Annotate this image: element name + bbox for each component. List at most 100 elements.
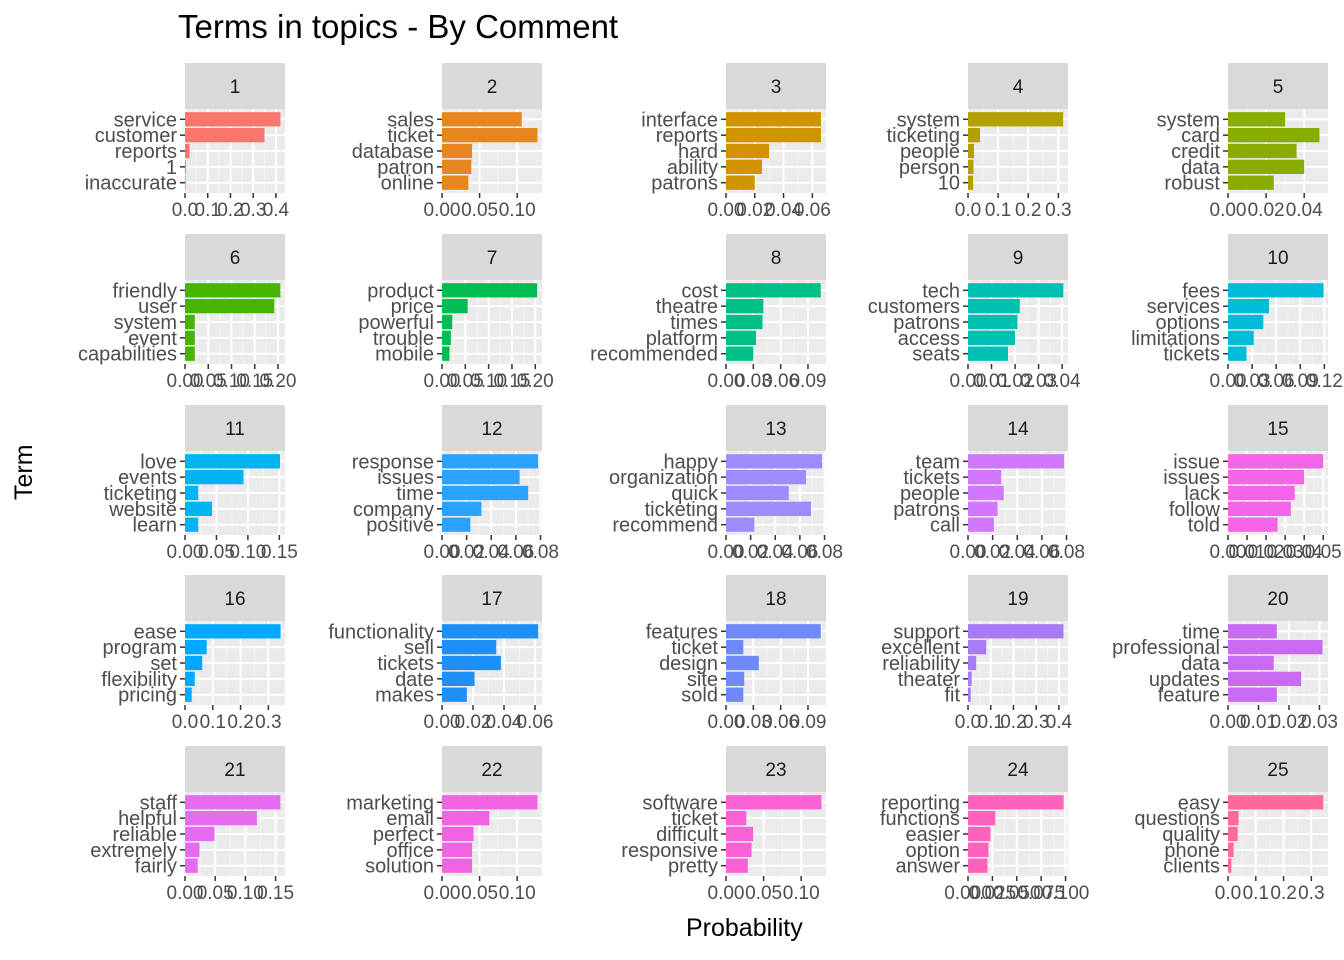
bar-organization xyxy=(726,470,807,485)
bar-issue xyxy=(1228,454,1324,469)
x-tick-label: 0.00 xyxy=(167,371,204,392)
bar-credit xyxy=(1228,143,1297,159)
y-tick-label: data xyxy=(1181,157,1221,179)
y-tick-label: professional xyxy=(1112,637,1220,659)
y-tick-label: option xyxy=(906,840,961,862)
x-tick-label: 0.00 xyxy=(424,542,461,563)
bar-response xyxy=(442,454,539,469)
y-tick-label: fees xyxy=(1182,280,1220,302)
bar-follow xyxy=(1228,501,1291,516)
facet-strip xyxy=(1228,405,1328,451)
bar-email xyxy=(442,811,490,826)
x-tick-label: 0.03 xyxy=(1301,712,1338,733)
x-tick-label: 0.09 xyxy=(1282,371,1319,392)
y-tick-label: difficult xyxy=(656,824,718,846)
facet-strip-label: 2 xyxy=(487,77,498,98)
x-tick-label: 0.02 xyxy=(448,542,485,563)
x-tick-label: 0.00 xyxy=(708,883,745,904)
x-tick-label: 0.08 xyxy=(522,542,559,563)
y-axis-label: Term xyxy=(10,444,38,500)
bar-service xyxy=(185,112,281,127)
y-tick-label: learn xyxy=(133,515,177,537)
facet-strip-label: 21 xyxy=(224,760,245,781)
y-tick-label: cost xyxy=(681,280,718,302)
y-tick-label: ease xyxy=(134,621,177,643)
y-tick-label: feature xyxy=(1158,685,1220,707)
x-tick-label: 0.0 xyxy=(955,200,981,221)
y-tick-label: perfect xyxy=(373,824,435,846)
y-tick-label: functionality xyxy=(328,621,434,643)
y-tick-label: phone xyxy=(1164,840,1220,862)
x-tick-label: 0.04 xyxy=(473,542,510,563)
x-tick-label: 0.100 xyxy=(1042,883,1090,904)
y-tick-label: seats xyxy=(912,344,960,366)
y-tick-label: people xyxy=(900,483,960,505)
facet-panel-25: 25 0.0 0.1 0.2 0.3 easyquestionsqualityphonec… xyxy=(1134,746,1328,904)
facet-strip-label: 24 xyxy=(1007,760,1029,781)
facet-strip xyxy=(968,234,1068,280)
y-tick-label: told xyxy=(1188,515,1220,537)
bar-professional xyxy=(1228,640,1323,655)
facet-strip xyxy=(442,405,542,451)
y-tick-label: card xyxy=(1181,125,1220,147)
x-tick-label: 0.1 xyxy=(1243,883,1269,904)
bar-pricing xyxy=(185,687,192,702)
x-tick-label: 0.06 xyxy=(781,542,818,563)
bar-tickets xyxy=(968,470,1002,485)
y-tick-label: people xyxy=(900,141,960,163)
bar-times xyxy=(726,314,763,330)
bar-questions xyxy=(1228,811,1239,826)
y-tick-label: questions xyxy=(1134,808,1220,830)
facet-strip-label: 13 xyxy=(765,419,786,440)
x-tick-label: 0.02 xyxy=(732,542,769,563)
x-tick-label: 0.03 xyxy=(735,712,772,733)
y-tick-label: limitations xyxy=(1131,328,1220,350)
bar-makes xyxy=(442,687,467,702)
y-tick-label: functions xyxy=(880,808,960,830)
facet-panel-19: 19 0.00.10.20.30.4 supportexcellentreliabi… xyxy=(881,575,1073,733)
bar-date xyxy=(442,671,475,686)
facet-panel-10: 10 0.000.030.060.090.12 feesservicesoption… xyxy=(1131,234,1343,392)
x-tick-label: 0.00 xyxy=(167,883,204,904)
bar-quick xyxy=(726,485,789,501)
x-tick-label: 0.3 xyxy=(1045,200,1071,221)
x-tick-label: 0.06 xyxy=(1258,371,1295,392)
x-tick-label: 0.02 xyxy=(1248,542,1285,563)
bar-patrons xyxy=(726,175,755,190)
facet-strip-label: 20 xyxy=(1267,589,1288,610)
bar-theater xyxy=(968,671,972,686)
bar-features xyxy=(726,624,821,639)
bar-software xyxy=(726,795,822,810)
bar-price xyxy=(442,299,468,314)
bar-website xyxy=(185,501,213,516)
x-tick-label: 0.08 xyxy=(1048,542,1085,563)
y-tick-label: updates xyxy=(1149,669,1220,691)
facet-strip xyxy=(1228,234,1328,280)
y-tick-label: patrons xyxy=(651,173,718,195)
bar-time xyxy=(1228,624,1277,639)
y-tick-label: trouble xyxy=(373,328,434,350)
bar-patron xyxy=(442,159,472,174)
facet-panel-14: 14 0.000.020.040.060.08 teamticketspeoplep… xyxy=(893,405,1085,563)
x-tick-label: 0.00 xyxy=(708,200,745,221)
facet-panel-20: 20 0.000.010.020.03 timeprofessionaldataup… xyxy=(1112,575,1338,733)
y-tick-label: recommended xyxy=(590,344,718,366)
x-tick-label: 0.10 xyxy=(470,371,507,392)
y-tick-label: responsive xyxy=(621,840,718,862)
y-tick-label: issues xyxy=(1163,467,1220,489)
bar-time xyxy=(442,485,529,501)
y-tick-label: issues xyxy=(377,467,434,489)
x-tick-label: 0.04 xyxy=(765,200,802,221)
x-tick-label: 0.15 xyxy=(257,883,294,904)
y-tick-label: service xyxy=(114,109,177,131)
x-tick-label: 0.04 xyxy=(1286,200,1323,221)
x-tick-label: 0.05 xyxy=(1305,542,1342,563)
x-tick-label: 0.0 xyxy=(172,200,198,221)
bar-trouble xyxy=(442,330,451,345)
y-tick-label: quality xyxy=(1162,824,1220,846)
bar-powerful xyxy=(442,314,453,330)
x-tick-label: 0.09 xyxy=(789,371,826,392)
bar-set xyxy=(185,655,203,671)
facet-panel-23: 23 0.00 0.05 0.10 softwareticketdifficultres… xyxy=(621,746,826,904)
